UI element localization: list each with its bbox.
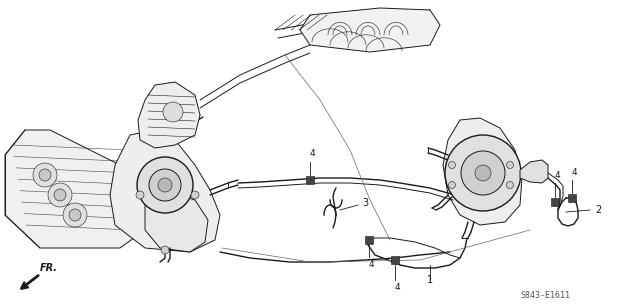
Circle shape <box>461 151 505 195</box>
Polygon shape <box>5 130 145 248</box>
Circle shape <box>137 157 193 213</box>
Circle shape <box>149 169 181 201</box>
Text: FR.: FR. <box>40 263 58 273</box>
Polygon shape <box>110 130 220 252</box>
Circle shape <box>136 191 144 199</box>
Bar <box>391 256 399 264</box>
Circle shape <box>449 162 456 169</box>
Circle shape <box>475 165 491 181</box>
Polygon shape <box>145 192 208 252</box>
Circle shape <box>48 183 72 207</box>
Bar <box>568 194 576 202</box>
Circle shape <box>449 181 456 188</box>
Bar <box>551 198 559 206</box>
Circle shape <box>33 163 57 187</box>
Bar <box>306 176 314 184</box>
Circle shape <box>163 102 183 122</box>
Text: 4: 4 <box>554 171 560 180</box>
Polygon shape <box>520 160 548 183</box>
Circle shape <box>445 135 521 211</box>
Circle shape <box>161 246 169 254</box>
Circle shape <box>54 189 66 201</box>
Text: S843-E1611: S843-E1611 <box>520 291 570 300</box>
Circle shape <box>506 181 513 188</box>
Text: 4: 4 <box>309 149 315 158</box>
Text: 1: 1 <box>427 275 433 285</box>
Circle shape <box>191 191 199 199</box>
Text: 4: 4 <box>368 260 374 269</box>
Polygon shape <box>300 8 440 52</box>
Circle shape <box>69 209 81 221</box>
Circle shape <box>506 162 513 169</box>
Polygon shape <box>443 118 522 225</box>
Circle shape <box>158 178 172 192</box>
Text: 4: 4 <box>394 283 400 292</box>
Circle shape <box>39 169 51 181</box>
Text: 2: 2 <box>595 205 601 215</box>
Text: 4: 4 <box>571 168 577 177</box>
Circle shape <box>63 203 87 227</box>
Bar <box>365 236 373 244</box>
Polygon shape <box>138 82 200 148</box>
Text: 3: 3 <box>362 198 368 208</box>
